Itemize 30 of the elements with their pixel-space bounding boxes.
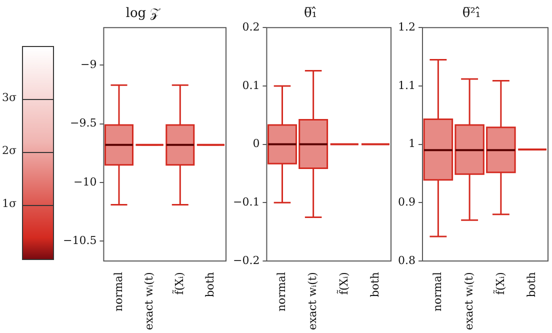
- chart-title: θ̅²₁̂: [462, 6, 481, 22]
- color-scale: 3σ 2σ 1σ: [0, 0, 60, 333]
- chart-title: θ̅₁̂: [304, 6, 318, 22]
- x-tick-label: normal: [112, 272, 125, 312]
- y-tick-label: 1: [408, 137, 416, 150]
- y-tick-label: 1.1: [398, 78, 416, 92]
- x-tick-label: normal: [275, 272, 288, 312]
- x-tick-label: both: [525, 272, 538, 298]
- y-tick-label: −0.1: [232, 196, 260, 209]
- x-tick-label: f̃(Xᵢ): [492, 272, 507, 295]
- x-tick-label: exact wᵢ(t): [142, 272, 156, 330]
- y-tick-label: 0.9: [398, 196, 416, 209]
- x-tick-label: f̃(Xᵢ): [336, 272, 350, 295]
- y-tick-label: −9.5: [70, 116, 97, 130]
- y-tick-label: 0: [252, 137, 260, 150]
- y-tick-label: 0.1: [242, 78, 260, 92]
- x-tick-label: normal: [431, 272, 444, 312]
- x-tick-label: both: [368, 272, 382, 298]
- chart-title: log 𝒵: [126, 6, 162, 22]
- y-tick-label: −10: [73, 175, 97, 188]
- x-tick-label: exact wᵢ(t): [306, 272, 320, 330]
- x-tick-label: f̃(Xᵢ): [172, 272, 186, 295]
- y-tick-label: 1.2: [398, 20, 416, 34]
- y-tick-label: −0.2: [232, 254, 260, 267]
- y-tick-label: 0.2: [242, 20, 260, 34]
- y-tick-label: −9: [80, 58, 97, 71]
- y-tick-label: 0.8: [398, 254, 416, 267]
- x-tick-label: exact wᵢ(t): [462, 272, 476, 330]
- y-tick-label: −10.5: [62, 234, 97, 247]
- x-tick-label: both: [204, 272, 217, 298]
